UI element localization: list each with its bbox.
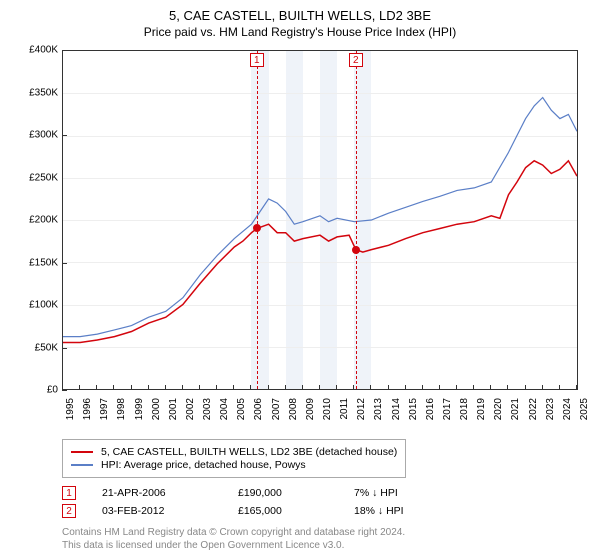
x-axis: 1995 1996 1997 1998 1999 2000 2001 2002 2003 2004… [62,390,578,435]
event-num-box: 1 [62,486,76,500]
event-marker-num: 2 [349,53,363,67]
x-tick-label: 2025 [579,398,590,420]
chart-container: 5, CAE CASTELL, BUILTH WELLS, LD2 3BE Pr… [0,0,600,560]
x-tick-label: 1996 [82,398,93,420]
x-tick-label: 1997 [99,398,110,420]
y-tick-label: £100K [29,300,58,311]
legend-row: HPI: Average price, detached house, Powy… [71,459,397,471]
x-tick-label: 2000 [151,398,162,420]
attrib-line2: This data is licensed under the Open Gov… [62,539,588,552]
x-tick-label: 2005 [236,398,247,420]
x-tick-label: 1998 [116,398,127,420]
event-line [356,51,357,389]
x-tick-label: 2014 [391,398,402,420]
event-dot [253,224,261,232]
x-tick-label: 2003 [202,398,213,420]
x-tick-label: 1995 [65,398,76,420]
event-dot [352,246,360,254]
event-date: 21-APR-2006 [102,487,212,499]
event-price: £190,000 [238,487,328,499]
x-tick-label: 2004 [219,398,230,420]
y-tick-label: £350K [29,87,58,98]
x-tick-label: 2013 [373,398,384,420]
event-table-row: 1 21-APR-2006 £190,000 7% ↓ HPI [62,486,588,500]
y-tick-label: £0 [47,385,58,396]
plot-area: 12 [62,50,578,390]
attrib-line1: Contains HM Land Registry data © Crown c… [62,526,588,539]
x-tick-label: 2021 [510,398,521,420]
x-tick-label: 2007 [271,398,282,420]
event-table-row: 2 03-FEB-2012 £165,000 18% ↓ HPI [62,504,588,518]
footer: 5, CAE CASTELL, BUILTH WELLS, LD2 3BE (d… [12,439,588,552]
event-price: £165,000 [238,505,328,517]
line-svg [63,51,577,389]
y-axis: £0£50K£100K£150K£200K£250K£300K£350K£400… [12,50,62,390]
x-tick-label: 2018 [459,398,470,420]
x-tick-label: 2019 [476,398,487,420]
x-tick-label: 2022 [528,398,539,420]
x-tick-label: 2009 [305,398,316,420]
y-tick-label: £250K [29,172,58,183]
y-tick-label: £200K [29,215,58,226]
x-tick-label: 2016 [425,398,436,420]
y-tick-label: £300K [29,130,58,141]
legend-row: 5, CAE CASTELL, BUILTH WELLS, LD2 3BE (d… [71,446,397,458]
x-tick-label: 2011 [339,398,350,420]
x-tick-label: 2010 [322,398,333,420]
x-tick-label: 2001 [168,398,179,420]
y-tick-label: £50K [35,342,58,353]
chart-subtitle: Price paid vs. HM Land Registry's House … [12,25,588,39]
chart-area: £0 £50K £100K £150K £200K £250K £300K £350K £400… [12,45,588,435]
legend-swatch [71,451,93,453]
events-table: 1 21-APR-2006 £190,000 7% ↓ HPI 2 03-FEB-2012… [62,486,588,518]
y-tick-label: £150K [29,257,58,268]
titles: 5, CAE CASTELL, BUILTH WELLS, LD2 3BE Pr… [12,8,588,39]
y-tick-label: £400K [29,45,58,56]
legend-label: 5, CAE CASTELL, BUILTH WELLS, LD2 3BE (d… [101,446,397,458]
legend-box: 5, CAE CASTELL, BUILTH WELLS, LD2 3BE (d… [62,439,406,478]
x-tick-label: 1999 [134,398,145,420]
x-tick-label: 2015 [408,398,419,420]
legend-swatch [71,464,93,466]
event-line [257,51,258,389]
series-line [63,161,577,343]
event-num-box: 2 [62,504,76,518]
x-tick-label: 2020 [493,398,504,420]
event-marker-num: 1 [250,53,264,67]
x-tick-label: 2002 [185,398,196,420]
event-date: 03-FEB-2012 [102,505,212,517]
x-tick-label: 2017 [442,398,453,420]
event-diff: 7% ↓ HPI [354,487,398,499]
x-tick-label: 2008 [288,398,299,420]
chart-title: 5, CAE CASTELL, BUILTH WELLS, LD2 3BE [12,8,588,23]
attribution: Contains HM Land Registry data © Crown c… [62,526,588,552]
x-tick-label: 2023 [545,398,556,420]
x-tick-label: 2006 [253,398,264,420]
x-tick-label: 2024 [562,398,573,420]
event-diff: 18% ↓ HPI [354,505,404,517]
x-tick-label: 2012 [356,398,367,420]
legend-label: HPI: Average price, detached house, Powy… [101,459,306,471]
